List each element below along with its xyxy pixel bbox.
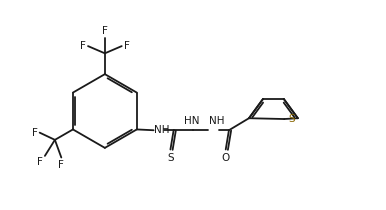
- Text: F: F: [37, 158, 43, 168]
- Text: F: F: [32, 128, 38, 138]
- Text: O: O: [222, 153, 230, 163]
- Text: F: F: [58, 160, 64, 170]
- Text: F: F: [124, 41, 130, 51]
- Text: F: F: [80, 41, 86, 51]
- Text: F: F: [102, 26, 108, 37]
- Text: S: S: [288, 114, 295, 124]
- Text: NH: NH: [154, 125, 170, 135]
- Text: HN: HN: [185, 116, 200, 126]
- Text: S: S: [167, 153, 174, 163]
- Text: NH: NH: [209, 116, 224, 126]
